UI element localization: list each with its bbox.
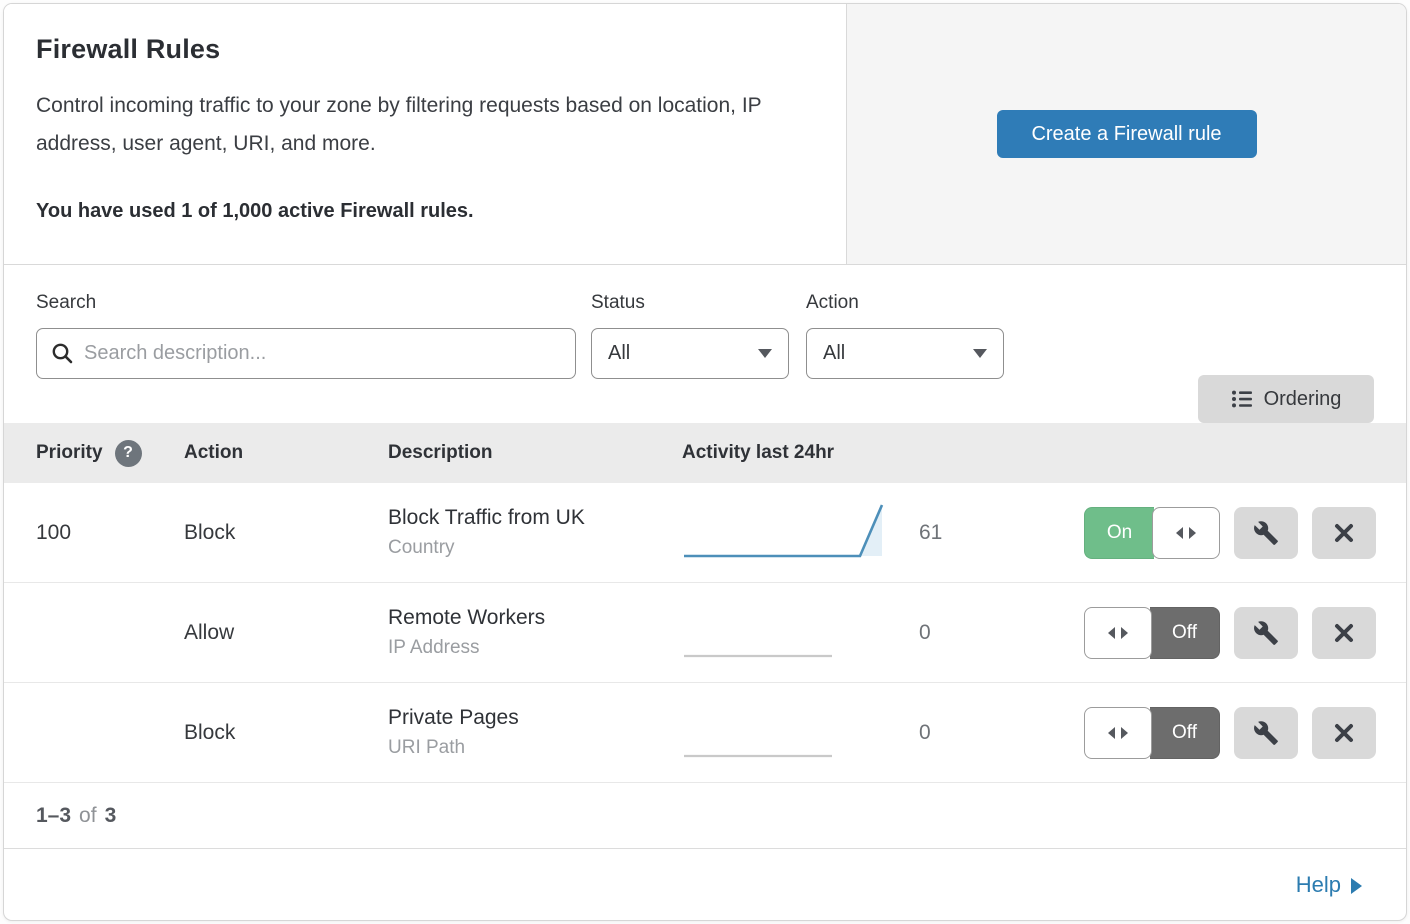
x-icon — [1332, 621, 1356, 645]
status-select[interactable]: All — [591, 328, 789, 379]
activity-sparkline — [682, 699, 897, 767]
column-description: Description — [388, 442, 493, 463]
activity-count: 0 — [919, 720, 931, 744]
search-label: Search — [36, 292, 97, 313]
chevron-down-icon — [758, 349, 772, 358]
search-icon — [51, 342, 74, 365]
rule-description: Private Pages URI Path — [388, 706, 682, 759]
edit-rule-button[interactable] — [1234, 706, 1298, 759]
triangle-right-icon — [1351, 877, 1362, 894]
rule-description: Remote Workers IP Address — [388, 606, 682, 659]
rule-enable-toggle[interactable]: Off — [1084, 606, 1220, 659]
toggle-off-label: Off — [1150, 606, 1220, 659]
rule-enable-toggle[interactable]: On — [1084, 506, 1220, 559]
rule-enable-toggle[interactable]: Off — [1084, 706, 1220, 759]
column-action: Action — [184, 442, 244, 463]
delete-rule-button[interactable] — [1312, 706, 1376, 759]
toggle-handle-icon — [1152, 506, 1220, 559]
search-filter: Search — [36, 292, 576, 423]
rule-description: Block Traffic from UK Country — [388, 506, 682, 559]
edit-rule-button[interactable] — [1234, 506, 1298, 559]
action-selected-value: All — [823, 342, 846, 364]
delete-rule-button[interactable] — [1312, 506, 1376, 559]
page-title: Firewall Rules — [36, 34, 221, 64]
help-link-label: Help — [1295, 871, 1341, 897]
wrench-icon — [1253, 520, 1279, 546]
rule-description-title: Remote Workers — [388, 606, 546, 629]
toggle-handle-icon — [1084, 706, 1152, 759]
rule-type: IP Address — [388, 637, 480, 658]
x-icon — [1332, 521, 1356, 545]
ordered-list-icon — [1231, 389, 1253, 409]
activity-sparkline — [682, 599, 897, 667]
wrench-icon — [1253, 720, 1279, 746]
pagination-range: 1–3 — [36, 803, 72, 827]
rule-description-title: Block Traffic from UK — [388, 506, 585, 529]
table-row: 100 Block Block Traffic from UK Country … — [4, 483, 1406, 583]
priority-help-icon[interactable]: ? — [114, 439, 142, 467]
status-filter: Status All — [591, 292, 789, 423]
usage-note: You have used 1 of 1,000 active Firewall… — [36, 200, 474, 222]
firewall-rules-card: Firewall Rules Control incoming traffic … — [3, 3, 1407, 921]
column-activity: Activity last 24hr — [682, 442, 835, 463]
page-description: Control incoming traffic to your zone by… — [36, 94, 762, 155]
toggle-handle-icon — [1084, 606, 1152, 659]
search-box — [36, 328, 576, 379]
help-footer: Help — [4, 849, 1406, 920]
pagination-of-label: of — [79, 803, 97, 827]
toggle-off-label: Off — [1150, 706, 1220, 759]
column-priority-label: Priority — [36, 442, 103, 463]
pagination-total: 3 — [104, 803, 117, 827]
rule-action: Allow — [184, 620, 235, 644]
rule-action: Block — [184, 520, 236, 544]
action-select[interactable]: All — [806, 328, 1004, 379]
ordering-button-label: Ordering — [1263, 387, 1342, 410]
edit-rule-button[interactable] — [1234, 606, 1298, 659]
x-icon — [1332, 721, 1356, 745]
filter-bar: Search Status All Action All — [4, 265, 1406, 423]
status-label: Status — [591, 292, 645, 313]
table-row: Block Private Pages URI Path 0 Off — [4, 683, 1406, 783]
rule-description-title: Private Pages — [388, 706, 519, 729]
rule-controls: Off — [1084, 606, 1376, 659]
ordering-button[interactable]: Ordering — [1198, 375, 1374, 423]
activity-sparkline — [682, 499, 897, 567]
action-label: Action — [806, 292, 859, 313]
table-header: Priority ? Action Description Activity l… — [4, 423, 1406, 483]
action-filter: Action All — [806, 292, 1004, 423]
column-priority: Priority ? — [4, 439, 184, 467]
activity-count: 61 — [919, 520, 943, 544]
search-input[interactable] — [84, 342, 561, 365]
rule-priority: 100 — [36, 520, 72, 544]
rule-action: Block — [184, 720, 236, 744]
status-selected-value: All — [608, 342, 631, 364]
chevron-down-icon — [973, 349, 987, 358]
wrench-icon — [1253, 620, 1279, 646]
rule-type: URI Path — [388, 737, 466, 758]
help-link[interactable]: Help — [1296, 872, 1362, 898]
rule-controls: Off — [1084, 706, 1376, 759]
rule-controls: On — [1084, 506, 1376, 559]
header-text-block: Firewall Rules Control incoming traffic … — [4, 4, 846, 264]
create-firewall-rule-button[interactable]: Create a Firewall rule — [996, 110, 1257, 158]
header-section: Firewall Rules Control incoming traffic … — [4, 4, 1406, 265]
header-action-panel: Create a Firewall rule — [846, 4, 1406, 264]
delete-rule-button[interactable] — [1312, 606, 1376, 659]
table-row: Allow Remote Workers IP Address 0 Off — [4, 583, 1406, 683]
activity-count: 0 — [919, 620, 931, 644]
rule-type: Country — [388, 537, 455, 558]
toggle-on-label: On — [1084, 506, 1154, 559]
pagination: 1–3 of 3 — [4, 783, 1406, 849]
